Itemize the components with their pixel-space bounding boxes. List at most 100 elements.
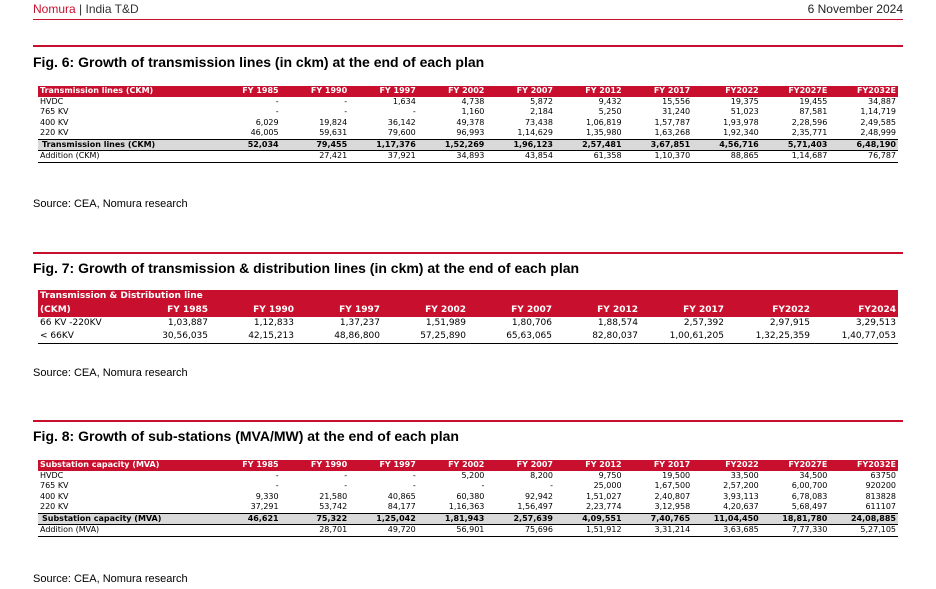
value-cell: 37,291 xyxy=(250,502,279,511)
value-cell: 25,000 xyxy=(593,481,622,490)
row-label-cell: HVDC xyxy=(40,96,64,106)
value-cell: - xyxy=(344,96,348,106)
value-cell: 1,67,500 xyxy=(654,481,691,490)
value-cell: 1,14,629 xyxy=(517,128,553,137)
value-cell: FY 1990 xyxy=(280,86,350,97)
value-cell: - xyxy=(481,481,485,490)
value-cell: FY 1990 xyxy=(210,303,296,317)
fig6-top-rule xyxy=(33,45,903,47)
value-cell: 2,57,481 xyxy=(554,138,624,151)
value-cell: FY 2012 xyxy=(554,86,624,97)
value-cell: 49,720 xyxy=(349,524,418,537)
value-cell: 19,375 xyxy=(730,96,759,106)
value-cell: 611107 xyxy=(865,502,896,511)
value-cell: FY 2017 xyxy=(640,303,726,317)
value-cell: 2,57,639 xyxy=(486,512,555,525)
row-label-cell: Addition (MVA) xyxy=(38,524,212,537)
value-cell: 88,865 xyxy=(692,150,761,163)
value-cell: FY 2017 xyxy=(623,86,693,97)
value-cell: 56,901 xyxy=(417,524,487,537)
value-cell: 82,80,037 xyxy=(554,330,640,344)
value-cell: FY 1997 xyxy=(349,460,418,471)
row-label-cell: < 66KV xyxy=(38,330,124,344)
value-cell: 5,250 xyxy=(598,107,622,116)
table-total-row: Substation capacity (MVA) 46,621 75,322 1,2… xyxy=(38,512,898,525)
value-cell: 1,81,943 xyxy=(417,512,487,525)
value-cell: FY2022 xyxy=(692,86,761,97)
row-label-cell: Substation capacity (MVA) xyxy=(38,460,212,471)
value-cell: 2,49,585 xyxy=(860,117,896,127)
value-cell: 3,67,851 xyxy=(623,138,693,151)
table-row: 220 KV 37,291 53,742 84,177 1,16,363 1,56,497… xyxy=(38,502,898,513)
value-cell: 65,63,065 xyxy=(468,330,554,344)
value-cell: - xyxy=(412,481,416,490)
value-cell: FY 1997 xyxy=(296,303,382,317)
table-header-row: Transmission & Distribution line xyxy=(38,290,898,303)
table-addition-row: Addition (MVA) 28,701 49,720 56,901 75,696 1,… xyxy=(38,524,898,537)
value-cell: 19,455 xyxy=(799,96,828,106)
value-cell: FY 1997 xyxy=(349,86,418,97)
value-cell: 2,35,771 xyxy=(791,128,828,137)
table-total-row: Transmission lines (CKM) 52,034 79,455 1,17… xyxy=(38,138,898,151)
value-cell: 34,500 xyxy=(799,470,828,480)
header-brand: Nomura | India T&D xyxy=(33,2,139,16)
table-addition-row: Addition (CKM) 27,421 37,921 34,893 43,854 61… xyxy=(38,150,898,163)
row-label-cell: 765 KV xyxy=(40,107,69,116)
value-cell: 4,20,637 xyxy=(723,502,759,511)
value-cell: FY 2012 xyxy=(554,303,640,317)
value-cell: FY2022 xyxy=(726,303,812,317)
value-cell: FY 1985 xyxy=(212,460,281,471)
value-cell: 36,142 xyxy=(387,117,416,127)
value-cell: 46,621 xyxy=(212,512,281,525)
table-header-row: (CKM) FY 1985 FY 1990 FY 1997 FY 2002 FY 2007… xyxy=(38,303,898,317)
value-cell: 920200 xyxy=(865,481,896,490)
value-cell: 42,15,213 xyxy=(210,330,296,344)
value-cell xyxy=(212,150,281,163)
value-cell: - xyxy=(344,107,348,116)
value-cell: 1,37,237 xyxy=(339,318,380,328)
row-label-cell: 765 KV xyxy=(40,481,69,490)
value-cell: 46,005 xyxy=(250,128,279,137)
value-cell: 1,10,370 xyxy=(623,150,693,163)
value-cell: FY2032E xyxy=(829,460,898,471)
row-label-cell: 220 KV xyxy=(40,128,69,137)
table-row: 400 KV 6,029 19,824 36,142 49,378 73,438 1,06,… xyxy=(38,118,898,129)
value-cell: 27,421 xyxy=(280,150,350,163)
value-cell: 75,322 xyxy=(280,512,350,525)
value-cell: - xyxy=(412,107,416,116)
header-label-cell: Transmission & Distribution line xyxy=(38,290,898,303)
value-cell: 1,57,787 xyxy=(654,117,691,127)
value-cell: 8,200 xyxy=(530,470,553,480)
value-cell: 1,25,042 xyxy=(349,512,418,525)
value-cell: 57,25,890 xyxy=(382,330,468,344)
value-cell: 3,93,113 xyxy=(723,491,759,501)
value-cell: FY 2012 xyxy=(554,460,624,471)
value-cell: 2,57,200 xyxy=(723,481,759,490)
value-cell: 1,51,989 xyxy=(425,318,466,328)
value-cell: 79,600 xyxy=(387,128,416,137)
header-section: India T&D xyxy=(85,2,139,16)
value-cell: - xyxy=(275,481,279,490)
value-cell: 76,787 xyxy=(829,150,898,163)
fig6-source: Source: CEA, Nomura research xyxy=(33,198,188,210)
table-header-row: Substation capacity (MVA) FY 1985 FY 1990 F… xyxy=(38,460,898,471)
value-cell: 53,742 xyxy=(319,502,348,511)
value-cell: 4,56,716 xyxy=(692,138,761,151)
value-cell: FY 1985 xyxy=(124,303,210,317)
table-row: 400 KV 9,330 21,580 40,865 60,380 92,942 1,51,… xyxy=(38,492,898,503)
value-cell: 1,93,978 xyxy=(723,117,759,127)
value-cell: 43,854 xyxy=(486,150,555,163)
value-cell: 40,865 xyxy=(387,491,416,501)
value-cell: 5,27,105 xyxy=(829,524,898,537)
value-cell: - xyxy=(275,96,279,106)
value-cell: 21,580 xyxy=(319,491,348,501)
value-cell: FY 2007 xyxy=(486,460,555,471)
header-separator: | xyxy=(75,2,86,16)
value-cell: 2,97,915 xyxy=(769,318,810,328)
value-cell: 34,887 xyxy=(868,96,896,106)
value-cell: 31,240 xyxy=(662,107,691,116)
value-cell xyxy=(212,524,281,537)
header-date: 6 November 2024 xyxy=(807,2,903,16)
value-cell: 87,581 xyxy=(799,107,828,116)
value-cell: 79,455 xyxy=(280,138,350,151)
